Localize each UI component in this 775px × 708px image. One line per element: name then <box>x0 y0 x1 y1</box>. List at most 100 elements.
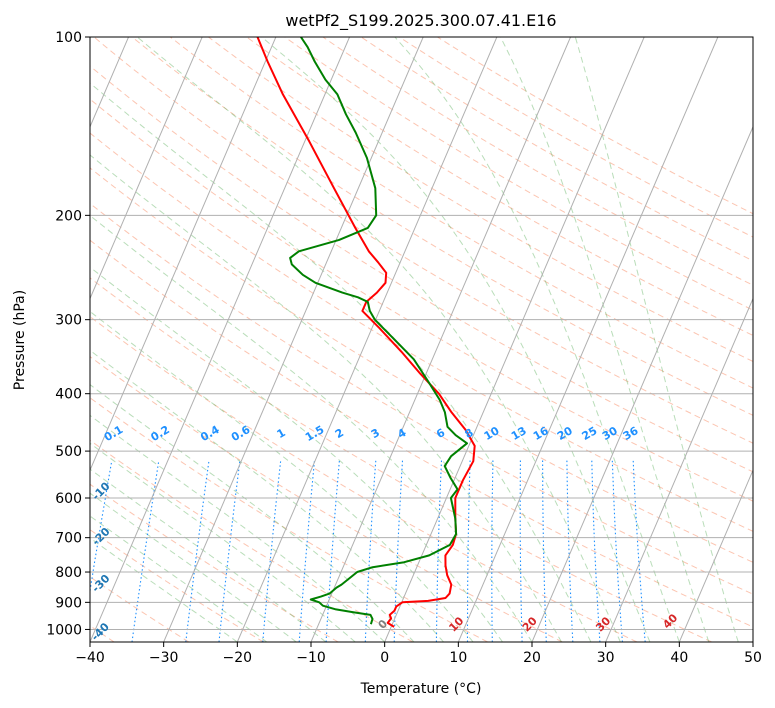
y-tick-label: 300 <box>55 313 82 329</box>
y-tick-label: 500 <box>55 444 82 460</box>
mixing-ratio-line <box>262 460 282 642</box>
y-tick-label: 400 <box>55 387 82 403</box>
x-tick-label: −30 <box>149 650 179 666</box>
dry-adiabat-line <box>437 37 753 215</box>
y-tick-label: 1000 <box>46 622 82 638</box>
dry-adiabat-line <box>284 37 753 311</box>
mixing-ratio-label: 16 <box>531 424 551 443</box>
dry-adiabat-line <box>131 37 753 416</box>
x-tick-label: 30 <box>597 650 615 666</box>
mixing-ratio-label: 10 <box>482 424 502 443</box>
mixing-ratio-label: 25 <box>580 424 600 443</box>
dry-adiabat-label: -10 <box>89 479 112 502</box>
mixing-ratio-label: 0.4 <box>198 423 222 444</box>
plot-area: -40-30-20-100 10 20 30 400.1 0.2 0.4 0.6 1 1.5 2 3 4… <box>89 37 753 643</box>
moist-adiabat-line <box>500 37 710 642</box>
temperature-profile-line <box>256 37 476 628</box>
moist-adiabat-line <box>574 37 739 642</box>
moist-adiabat-line <box>90 492 297 642</box>
y-tick-label: 800 <box>55 565 82 581</box>
mixing-ratio-line <box>218 460 241 642</box>
y-axis-label: Pressure (hPa) <box>12 290 28 390</box>
dry-adiabat-line <box>90 239 753 628</box>
plot-frame <box>89 36 754 643</box>
axes: −40 −30 −20 −10 0 10 20 30 40 50 100 200 300 400 500 60… <box>46 30 762 666</box>
dry-adiabat-line <box>90 439 414 642</box>
dry-adiabat-label: 40 <box>660 611 680 631</box>
mixing-ratio-line <box>90 460 113 595</box>
mixing-ratio-label: 1 <box>275 426 288 441</box>
isotherm-line <box>90 37 203 300</box>
mixing-ratio-label: 0.6 <box>229 423 253 444</box>
isotherm-line <box>457 37 719 642</box>
x-tick-label: 50 <box>744 650 762 666</box>
dry-adiabat-line <box>90 356 563 642</box>
dry-adiabat-label: -20 <box>89 525 112 548</box>
mixing-ratio-label: 2 <box>333 426 346 441</box>
mixing-ratio-line <box>185 460 210 642</box>
y-tick-label: 100 <box>55 30 82 46</box>
isotherm-line <box>90 37 350 642</box>
x-tick-label: 20 <box>523 650 541 666</box>
moist-adiabat-line <box>90 414 386 642</box>
mixing-ratio-line <box>491 460 494 642</box>
x-tick-label: −20 <box>223 650 253 666</box>
isotherm-line <box>678 469 753 642</box>
y-tick-label: 700 <box>55 531 82 547</box>
isotherm-line <box>752 640 753 642</box>
x-tick-label: 40 <box>670 650 688 666</box>
dewpoint-profile-line <box>289 37 468 625</box>
moist-adiabat-line <box>90 266 503 642</box>
moist-adiabat-line <box>90 468 327 642</box>
isotherm-line <box>310 37 571 642</box>
isotherm-line <box>384 37 645 642</box>
x-tick-label: −40 <box>75 650 105 666</box>
dry-adiabat-line <box>90 397 488 642</box>
mixing-ratio-label: 30 <box>600 424 620 443</box>
mixing-ratio-label: 3 <box>369 426 382 441</box>
dry-adiabat-label: -30 <box>89 572 112 595</box>
mixing-ratio-line <box>632 460 646 642</box>
mixing-ratio-label: 13 <box>509 424 529 443</box>
dry-adiabat-label: -40 <box>89 620 112 643</box>
mixing-ratio-label: 4 <box>395 426 408 441</box>
x-tick-label: −10 <box>296 650 326 666</box>
mixing-ratio-line <box>298 460 316 642</box>
moist-adiabat-line <box>90 214 533 642</box>
x-tick-label: 10 <box>449 650 467 666</box>
moist-adiabat-line <box>90 349 444 642</box>
y-tick-label: 200 <box>55 208 82 224</box>
moist-adiabat-line <box>90 515 268 642</box>
moist-adiabat-line <box>90 82 592 642</box>
mixing-ratio-label: 1.5 <box>303 423 326 444</box>
dry-adiabat-line <box>90 483 339 642</box>
moist-adiabat-line <box>136 37 621 642</box>
y-tick-label: 900 <box>55 595 82 611</box>
moist-adiabat-line <box>261 37 651 642</box>
mixing-ratio-line <box>566 460 574 642</box>
moist-adiabat-line <box>90 154 562 642</box>
isotherm-line <box>531 125 753 642</box>
mixing-ratio-line <box>393 460 404 642</box>
chart-title: wetPf2_S199.2025.300.07.41.E16 <box>285 11 556 31</box>
mixing-ratio-label: 0.2 <box>148 423 171 444</box>
isotherm-line <box>163 37 424 642</box>
isotherm-line <box>236 37 498 642</box>
moist-adiabat-line <box>394 37 680 642</box>
dry-adiabat-line <box>90 65 753 473</box>
dry-adiabat-line <box>90 316 638 642</box>
dry-adiabat-line <box>169 37 753 389</box>
mixing-ratio-line <box>131 460 160 642</box>
dry-adiabat-line <box>90 167 753 563</box>
mixing-ratio-label: 20 <box>555 424 575 443</box>
mixing-ratio-line <box>519 460 523 642</box>
mixing-ratio-line <box>325 460 340 642</box>
dry-adiabat-line <box>90 132 753 532</box>
dry-adiabat-line <box>93 37 753 444</box>
isotherm-line <box>605 297 753 642</box>
dry-adiabat-label: 10 <box>446 614 466 634</box>
x-axis-label: Temperature (°C) <box>360 681 482 697</box>
dry-adiabat-line <box>246 37 753 336</box>
dry-adiabat-line <box>90 202 753 595</box>
